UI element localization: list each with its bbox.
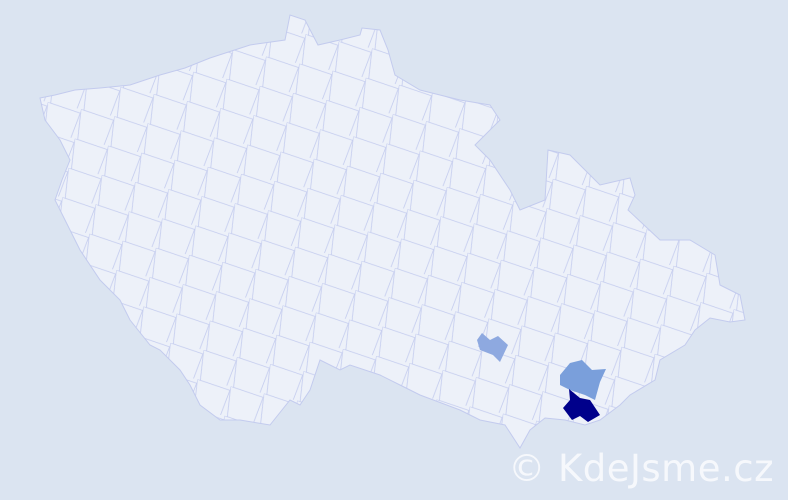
region-medium[interactable] (560, 360, 606, 400)
region-low[interactable] (477, 333, 508, 362)
watermark: © KdeJsme.cz (508, 447, 774, 490)
region-high[interactable] (563, 389, 600, 422)
